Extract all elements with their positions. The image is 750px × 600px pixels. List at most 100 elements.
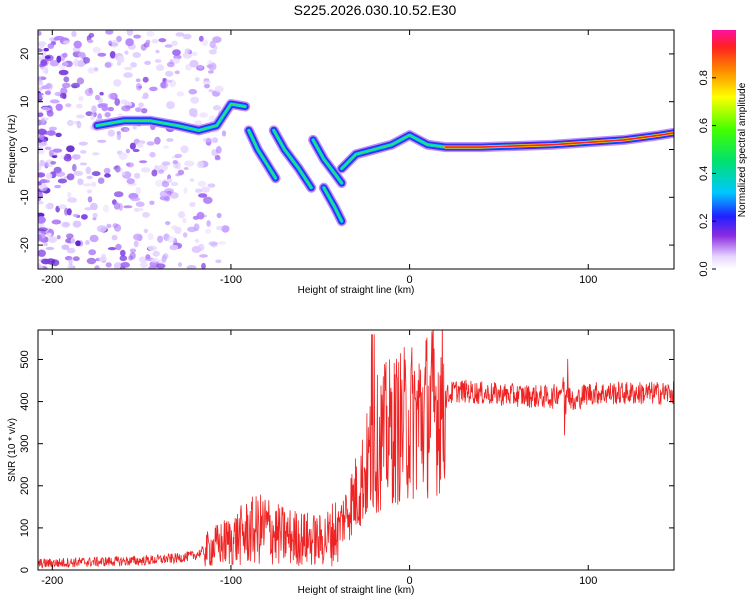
noise-blob [171,40,178,47]
noise-blob [132,52,141,58]
noise-blob [165,221,171,226]
noise-blob [77,178,84,186]
colorbar-label: Normalized spectral amplitude [737,82,748,217]
noise-blob [44,55,51,60]
noise-blob [107,106,115,112]
noise-blob [148,265,157,269]
noise-blob [52,148,63,153]
noise-blob [38,234,43,241]
noise-blob [87,196,93,203]
noise-blob [161,180,170,188]
noise-blob [143,228,149,234]
noise-blob [144,60,152,65]
colorbar-gradient [712,30,736,269]
noise-blob [151,38,159,44]
noise-blob [65,103,72,108]
noise-blob [126,178,135,185]
noise-blob [166,61,175,68]
noise-blob [146,30,155,37]
noise-blob [41,117,49,121]
noise-blob [72,213,79,218]
noise-blob [103,167,111,174]
noise-blob [67,119,74,127]
noise-blob [38,181,42,186]
noise-blob [82,183,92,187]
noise-blob [50,161,57,165]
noise-blob [169,192,179,199]
noise-blob [95,94,100,101]
spectrogram-noise [38,30,230,269]
noise-blob [102,204,110,213]
noise-blob [58,69,69,76]
noise-blob [109,51,116,59]
noise-blob [159,81,169,89]
y-tick-label: 100 [19,519,31,537]
noise-blob [63,76,70,83]
noise-blob [90,112,95,121]
noise-blob [38,200,44,205]
noise-blob [59,92,67,99]
noise-blob [212,105,222,111]
noise-blob [43,242,48,247]
noise-blob [177,211,186,219]
noise-blob [183,167,189,170]
noise-blob [72,256,80,262]
noise-blob [132,148,140,153]
noise-blob [38,249,46,257]
y-tick-label: 0 [19,146,31,152]
noise-blob [206,220,211,227]
noise-blob [186,265,197,269]
noise-blob [41,258,51,265]
y-tick-label: 300 [19,435,31,453]
noise-blob [155,263,166,269]
noise-blob [154,136,161,145]
noise-blob [40,179,51,184]
noise-blob [38,183,48,192]
noise-blob [99,91,104,96]
noise-blob [129,248,137,253]
noise-blob [66,263,75,269]
noise-blob [73,170,84,176]
noise-blob [167,178,173,183]
noise-blob [107,92,116,100]
noise-blob [190,96,200,104]
noise-blob [88,32,95,38]
noise-blob [134,207,139,212]
noise-blob [116,132,122,141]
noise-blob [91,181,97,187]
spectrogram-ridges [92,99,674,227]
noise-blob [134,172,141,179]
noise-blob [38,76,46,81]
noise-blob [191,51,198,57]
y-tick-label: -20 [19,237,31,253]
spectrogram-x-label: Height of straight line (km) [298,285,415,296]
noise-blob [46,130,56,136]
noise-blob [217,241,227,245]
noise-blob [197,243,205,252]
noise-blob [38,110,43,114]
noise-blob [38,216,46,224]
noise-blob [113,224,122,232]
noise-blob [142,211,150,218]
noise-blob [183,187,188,194]
x-tick-label: -100 [220,575,242,587]
noise-blob [55,171,66,177]
noise-blob [116,55,125,64]
noise-blob [164,44,173,48]
noise-blob [182,232,188,238]
noise-blob [157,235,164,243]
noise-blob [47,236,58,243]
noise-blob [38,41,47,47]
noise-blob [71,31,77,37]
noise-blob [155,49,160,54]
noise-blob [56,235,61,240]
noise-blob [108,40,113,46]
noise-blob [55,103,63,112]
noise-blob [94,265,100,269]
noise-blob [45,203,53,210]
noise-blob [123,72,133,78]
noise-blob [221,225,230,233]
colorbar-tick-label: 0.0 [698,261,710,276]
noise-blob [215,146,222,154]
snr-line [38,330,674,569]
